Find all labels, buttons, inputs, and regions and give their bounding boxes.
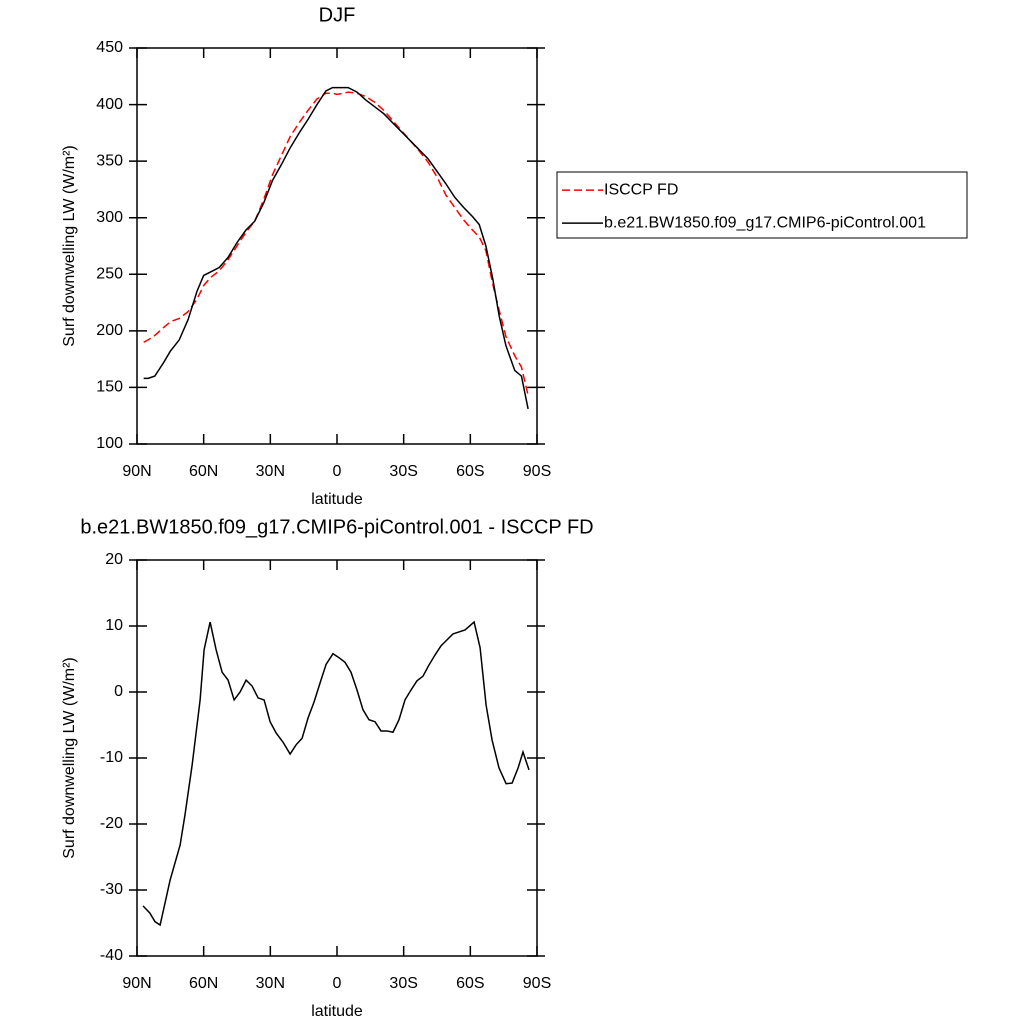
y-tick-label: -20	[100, 815, 123, 832]
x-tick-label: 30N	[256, 463, 285, 480]
y-tick-label: -40	[100, 947, 123, 964]
x-tick-label: 60N	[189, 975, 218, 992]
x-tick-label: 60N	[189, 463, 218, 480]
x-tick-label: 90S	[523, 463, 551, 480]
legend-label: ISCCP FD	[604, 181, 678, 198]
x-tick-label: 30N	[256, 975, 285, 992]
y-tick-label: 0	[114, 683, 123, 700]
y-tick-label: -10	[100, 749, 123, 766]
y-tick-label: 300	[96, 209, 123, 226]
y-tick-label: 350	[96, 152, 123, 169]
y-tick-label: 150	[96, 379, 123, 396]
y-axis-label: Surf downwelling LW (W/m²)	[61, 145, 78, 347]
data-line	[143, 86, 529, 410]
y-tick-label: 100	[96, 435, 123, 452]
data-line	[142, 620, 530, 927]
y-tick-label: 400	[96, 96, 123, 113]
legend-box	[556, 171, 968, 239]
plot-frame	[136, 559, 538, 957]
x-tick-label: 90S	[523, 975, 551, 992]
x-tick-label: 90N	[122, 975, 151, 992]
chart-title: DJF	[319, 4, 356, 26]
y-tick-label: 10	[105, 617, 123, 634]
y-tick-label: 20	[105, 551, 123, 568]
data-line	[143, 91, 529, 396]
legend-label: b.e21.BW1850.f09_g17.CMIP6-piControl.001	[604, 214, 926, 231]
x-tick-label: 30S	[389, 463, 417, 480]
y-tick-label: 200	[96, 322, 123, 339]
plot-frame	[136, 47, 538, 445]
y-tick-label: 250	[96, 266, 123, 283]
x-axis-label: latitude	[311, 491, 363, 508]
x-tick-label: 60S	[456, 975, 484, 992]
y-tick-label: -30	[100, 881, 123, 898]
y-axis-label: Surf downwelling LW (W/m²)	[61, 657, 78, 859]
x-axis-label: latitude	[311, 1003, 363, 1020]
x-tick-label: 0	[333, 975, 342, 992]
chart-title: b.e21.BW1850.f09_g17.CMIP6-piControl.001…	[80, 516, 593, 538]
x-tick-label: 30S	[389, 975, 417, 992]
x-tick-label: 0	[333, 463, 342, 480]
y-tick-label: 450	[96, 39, 123, 56]
x-tick-label: 60S	[456, 463, 484, 480]
x-tick-label: 90N	[122, 463, 151, 480]
